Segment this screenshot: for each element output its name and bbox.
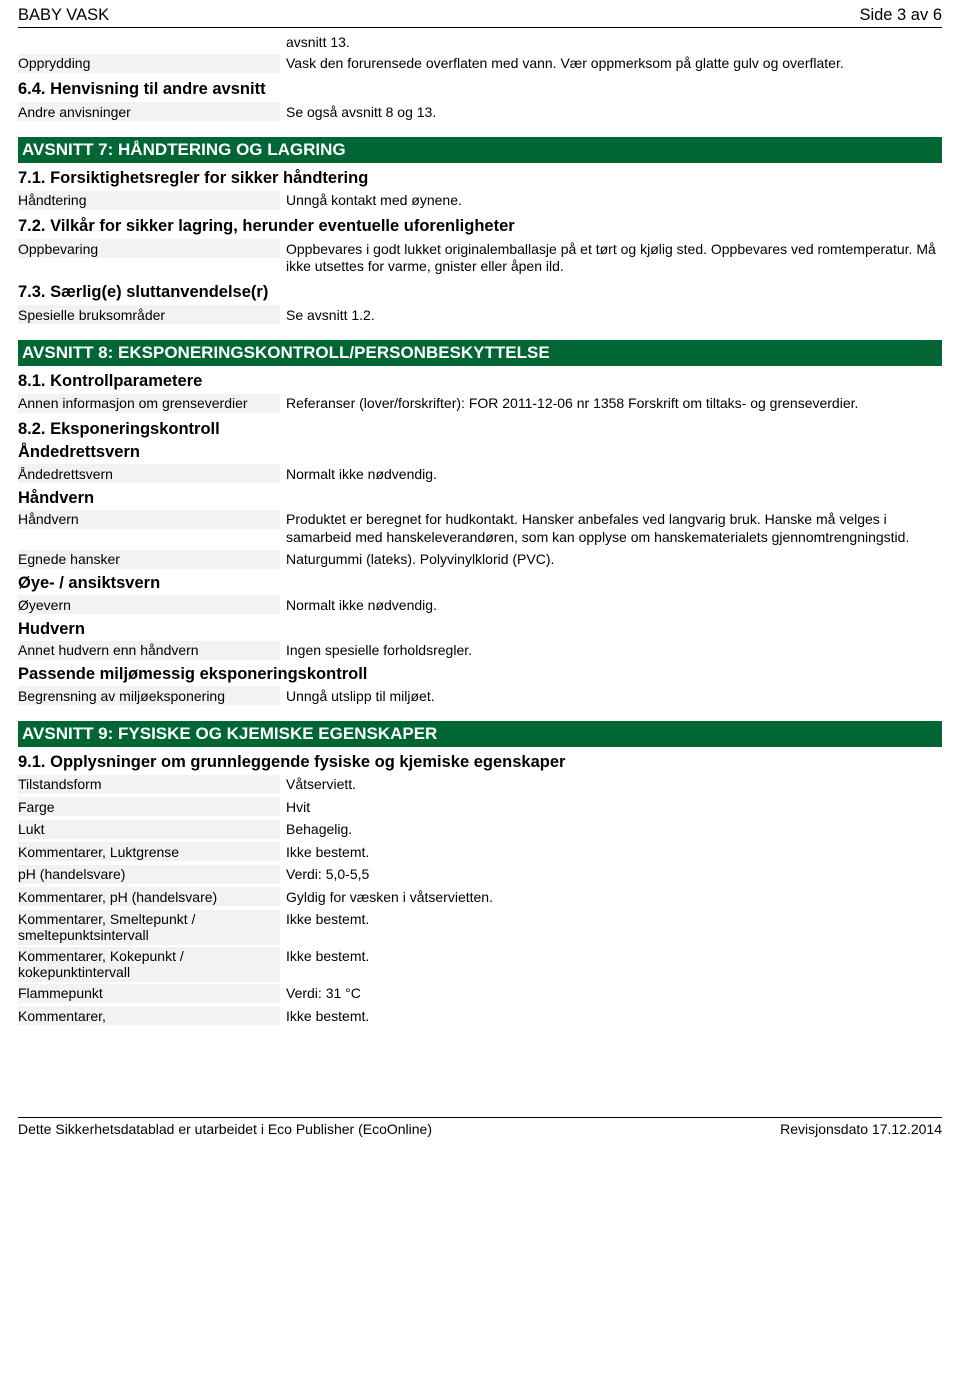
row-value: Naturgummi (lateks). Polyvinylklorid (PV… (280, 550, 942, 571)
row-label: Lukt (18, 820, 280, 839)
kv-row: Kommentarer, Kokepunkt / kokepunktinterv… (18, 947, 942, 982)
footer-right: Revisjonsdato 17.12.2014 (780, 1121, 942, 1137)
subheading-6-4: 6.4. Henvisning til andre avsnitt (18, 80, 942, 99)
row-label: Åndedrettsvern (18, 464, 280, 483)
row-value: Vask den forurensede overflaten med vann… (280, 54, 942, 75)
row-label: Tilstandsform (18, 775, 280, 794)
row-value: Ikke bestemt. (280, 947, 942, 968)
row-label: Kommentarer, (18, 1006, 280, 1025)
group-handvern: Håndvern (18, 489, 942, 508)
page-number: Side 3 av 6 (859, 6, 942, 25)
kv-row: Åndedrettsvern Normalt ikke nødvendig. (18, 464, 942, 485)
kv-row: Lukt Behagelig. (18, 820, 942, 841)
subheading-7-3: 7.3. Særlig(e) sluttanvendelse(r) (18, 283, 942, 302)
kv-row: Begrensning av miljøeksponering Unngå ut… (18, 686, 942, 707)
row-value: Normalt ikke nødvendig. (280, 464, 942, 485)
subheading-7-1: 7.1. Forsiktighetsregler for sikker hånd… (18, 169, 942, 188)
row-label: Håndvern (18, 510, 280, 529)
row-value: Se også avsnitt 8 og 13. (280, 102, 942, 123)
kv-row: Annen informasjon om grenseverdier Refer… (18, 394, 942, 415)
row-label: Flammepunkt (18, 984, 280, 1003)
row-label: Håndtering (18, 191, 280, 210)
row-label: Begrensning av miljøeksponering (18, 686, 280, 705)
group-miljo-eksponering: Passende miljømessig eksponeringskontrol… (18, 665, 942, 684)
row-label: Farge (18, 797, 280, 816)
row-value: Ikke bestemt. (280, 1006, 942, 1027)
row-value: Referanser (lover/forskrifter): FOR 2011… (280, 394, 942, 415)
prelude-note: avsnitt 13. (18, 34, 942, 52)
kv-row: Annet hudvern enn håndvern Ingen spesiel… (18, 641, 942, 662)
subheading-8-2: 8.2. Eksponeringskontroll (18, 420, 942, 439)
subheading-7-2: 7.2. Vilkår for sikker lagring, herunder… (18, 217, 942, 236)
row-value: Ingen spesielle forholdsregler. (280, 641, 942, 662)
row-label: Oppbevaring (18, 239, 280, 258)
kv-row: Kommentarer, pH (handelsvare) Gyldig for… (18, 887, 942, 908)
kv-row: Opprydding Vask den forurensede overflat… (18, 54, 942, 75)
row-label: Øyevern (18, 595, 280, 614)
row-label: Kommentarer, Kokepunkt / kokepunktinterv… (18, 947, 280, 982)
section-7-bar: AVSNITT 7: HÅNDTERING OG LAGRING (18, 137, 942, 163)
kv-row: Spesielle bruksområder Se avsnitt 1.2. (18, 305, 942, 326)
row-label: Andre anvisninger (18, 102, 280, 121)
row-label: Annen informasjon om grenseverdier (18, 394, 280, 413)
group-oye-ansiktsvern: Øye- / ansiktsvern (18, 574, 942, 593)
kv-row: Oppbevaring Oppbevares i godt lukket ori… (18, 239, 942, 277)
subheading-8-1: 8.1. Kontrollparametere (18, 372, 942, 391)
kv-row: Kommentarer, Luktgrense Ikke bestemt. (18, 842, 942, 863)
row-label: Kommentarer, Luktgrense (18, 842, 280, 861)
row-value: Behagelig. (280, 820, 942, 841)
row-label: Annet hudvern enn håndvern (18, 641, 280, 660)
row-value: Unngå kontakt med øynene. (280, 191, 942, 212)
row-value: Våtserviett. (280, 775, 942, 796)
row-value: Normalt ikke nødvendig. (280, 595, 942, 616)
kv-row: Kommentarer, Smeltepunkt / smeltepunktsi… (18, 910, 942, 945)
group-andedrettsvern: Åndedrettsvern (18, 443, 942, 462)
kv-row: Håndtering Unngå kontakt med øynene. (18, 191, 942, 212)
row-value: Produktet er beregnet for hudkontakt. Ha… (280, 510, 942, 548)
kv-row: Farge Hvit (18, 797, 942, 818)
row-label: Egnede hansker (18, 550, 280, 569)
kv-row: Håndvern Produktet er beregnet for hudko… (18, 510, 942, 548)
kv-row: Flammepunkt Verdi: 31 °C (18, 984, 942, 1005)
row-label: Opprydding (18, 54, 280, 73)
group-hudvern: Hudvern (18, 620, 942, 639)
row-value: Oppbevares i godt lukket originalemballa… (280, 239, 942, 277)
subheading-9-1: 9.1. Opplysninger om grunnleggende fysis… (18, 753, 942, 772)
page-header: BABY VASK Side 3 av 6 (18, 6, 942, 28)
kv-row: Kommentarer, Ikke bestemt. (18, 1006, 942, 1027)
kv-row: Øyevern Normalt ikke nødvendig. (18, 595, 942, 616)
kv-row: pH (handelsvare) Verdi: 5,0-5,5 (18, 865, 942, 886)
row-value: Ikke bestemt. (280, 842, 942, 863)
footer-left: Dette Sikkerhetsdatablad er utarbeidet i… (18, 1121, 432, 1137)
row-value: Unngå utslipp til miljøet. (280, 686, 942, 707)
row-label: Spesielle bruksområder (18, 305, 280, 324)
page-footer: Dette Sikkerhetsdatablad er utarbeidet i… (18, 1117, 942, 1137)
kv-row: Egnede hansker Naturgummi (lateks). Poly… (18, 550, 942, 571)
kv-row: Andre anvisninger Se også avsnitt 8 og 1… (18, 102, 942, 123)
row-value: Se avsnitt 1.2. (280, 305, 942, 326)
section-9-bar: AVSNITT 9: FYSISKE OG KJEMISKE EGENSKAPE… (18, 721, 942, 747)
section-8-bar: AVSNITT 8: EKSPONERINGSKONTROLL/PERSONBE… (18, 340, 942, 366)
row-value: Verdi: 31 °C (280, 984, 942, 1005)
kv-row: Tilstandsform Våtserviett. (18, 775, 942, 796)
doc-title: BABY VASK (18, 6, 109, 25)
row-label: Kommentarer, Smeltepunkt / smeltepunktsi… (18, 910, 280, 945)
row-value: Gyldig for væsken i våtservietten. (280, 887, 942, 908)
row-value: Hvit (280, 797, 942, 818)
row-value: Ikke bestemt. (280, 910, 942, 931)
row-label: pH (handelsvare) (18, 865, 280, 884)
row-label: Kommentarer, pH (handelsvare) (18, 887, 280, 906)
row-value: Verdi: 5,0-5,5 (280, 865, 942, 886)
